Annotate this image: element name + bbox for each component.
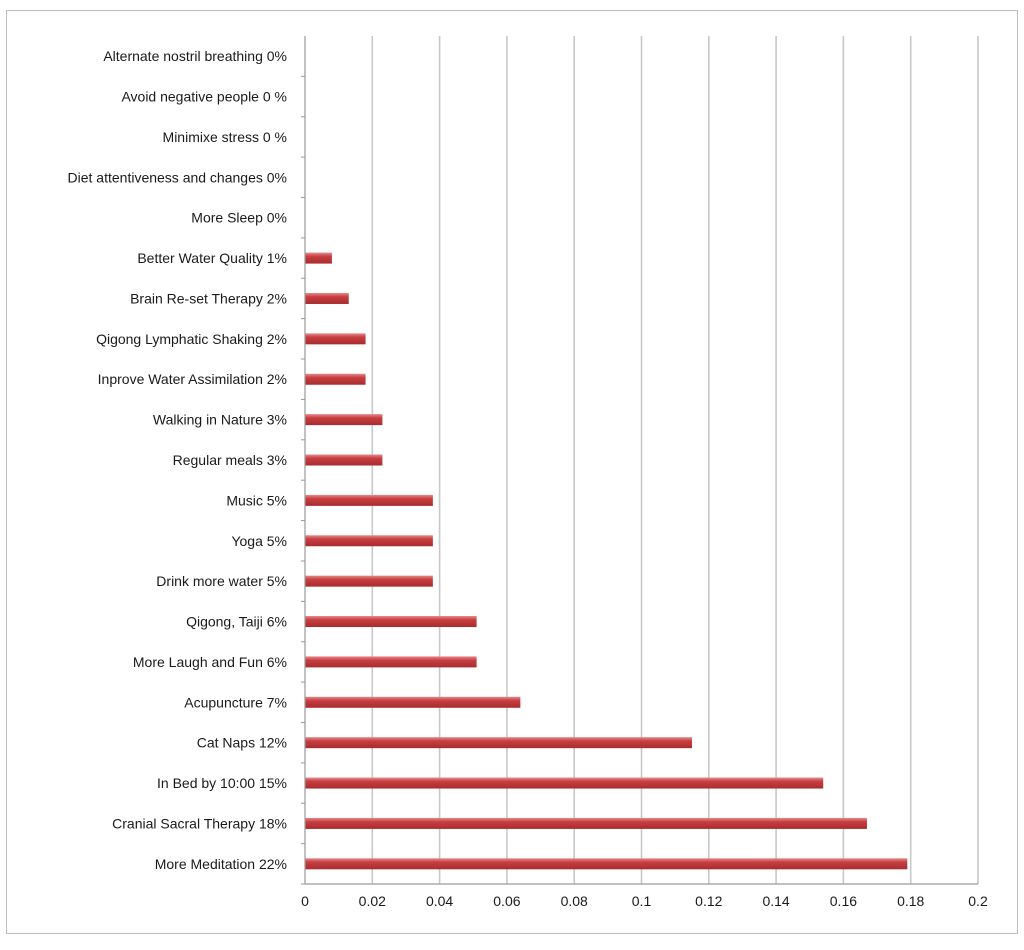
x-tick-label: 0	[301, 893, 309, 909]
category-label: Cat Naps 12%	[197, 735, 287, 751]
x-tick-label: 0.18	[897, 893, 924, 909]
x-tick-labels: 0 0.02 0.04 0.06 0.08 0.1 0.12 0.14 0.16 0.18 0.2	[301, 893, 988, 909]
category-label: Regular meals 3%	[173, 452, 287, 468]
bar	[305, 817, 867, 829]
category-label: More Laugh and Fun 6%	[133, 654, 287, 670]
category-label: Yoga 5%	[231, 533, 287, 549]
x-tick-label: 0.08	[561, 893, 588, 909]
x-tick-label: 0.2	[968, 893, 988, 909]
category-label: Cranial Sacral Therapy 18%	[112, 815, 287, 831]
bar	[305, 414, 383, 426]
x-tick-label: 0.14	[762, 893, 789, 909]
bar	[305, 252, 332, 264]
category-label: Walking in Nature 3%	[153, 412, 287, 428]
category-label: Drink more water 5%	[156, 573, 287, 589]
x-tick-label: 0.06	[493, 893, 520, 909]
bar	[305, 494, 433, 506]
category-label: Music 5%	[226, 492, 287, 508]
bar	[305, 777, 824, 789]
gridlines	[371, 36, 979, 884]
category-labels: More Meditation 22% Cranial Sacral Therap…	[68, 48, 287, 872]
category-label: Avoid negative people 0 %	[121, 89, 287, 105]
x-tick-label: 0.04	[426, 893, 453, 909]
bars	[305, 252, 908, 870]
category-label: Minimixe stress 0 %	[163, 129, 287, 145]
category-label: Inprove Water Assimilation 2%	[98, 371, 287, 387]
bar	[305, 616, 477, 628]
bar	[305, 656, 477, 668]
x-tick-label: 0.16	[830, 893, 857, 909]
bar	[305, 575, 433, 587]
category-label: In Bed by 10:00 15%	[157, 775, 287, 791]
axes	[301, 36, 978, 885]
x-tick-label: 0.1	[632, 893, 652, 909]
category-label: Alternate nostril breathing 0%	[103, 48, 287, 64]
category-label: More Meditation 22%	[155, 856, 287, 872]
category-label: Diet attentiveness and changes 0%	[68, 169, 287, 185]
category-label: Qigong Lymphatic Shaking 2%	[96, 331, 287, 347]
bar	[305, 454, 383, 466]
category-label: More Sleep 0%	[191, 210, 287, 226]
bar	[305, 373, 366, 385]
bar	[305, 535, 433, 547]
category-label: Qigong, Taiji 6%	[186, 614, 287, 630]
bar	[305, 292, 349, 304]
bar	[305, 858, 908, 870]
x-tick-label: 0.02	[359, 893, 386, 909]
category-label: Acupuncture 7%	[184, 694, 287, 710]
bar	[305, 333, 366, 345]
x-tick-label: 0.12	[695, 893, 722, 909]
category-label: Better Water Quality 1%	[137, 250, 287, 266]
category-label: Brain Re-set Therapy 2%	[130, 290, 287, 306]
bar	[305, 696, 521, 708]
bar	[305, 737, 692, 749]
